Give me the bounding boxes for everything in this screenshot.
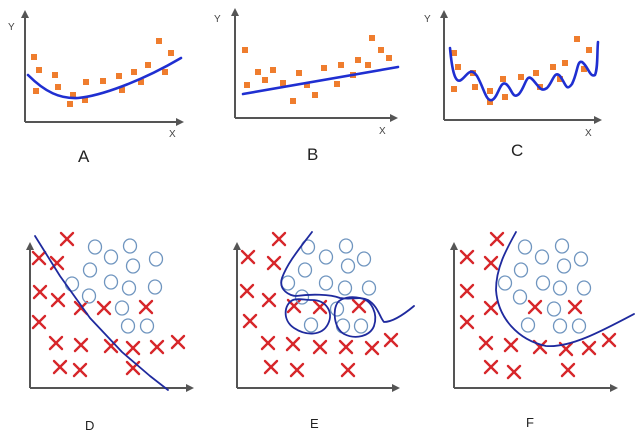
panel-c-fit-curve <box>448 40 600 102</box>
panel-c-axes <box>440 10 602 124</box>
panel-d-crosses <box>31 231 186 378</box>
panel-b-label: B <box>307 145 318 164</box>
panel-e-label: E <box>310 416 319 431</box>
panel-d-decision-boundary <box>34 235 169 391</box>
panel-e-decision-boundary <box>280 231 415 338</box>
panel-d-axes <box>26 242 194 392</box>
panel-c: Y X C <box>424 10 602 160</box>
panel-a-label: A <box>78 147 90 166</box>
panel-e-axes <box>233 242 400 392</box>
panel-f-axes <box>450 242 618 392</box>
panel-f-crosses <box>459 231 617 380</box>
panel-c-y-label: Y <box>424 14 431 25</box>
panel-b: Y X B <box>214 8 400 164</box>
panel-f-circles <box>497 238 592 334</box>
panel-c-label: C <box>511 141 523 160</box>
panel-a-x-label: X <box>169 129 176 140</box>
panel-d: D <box>26 231 194 433</box>
panel-c-x-label: X <box>585 128 592 139</box>
panel-f: F <box>450 231 635 430</box>
panel-b-axes <box>231 8 398 122</box>
panel-d-label: D <box>85 418 94 433</box>
panel-a-points <box>31 38 174 107</box>
panel-b-points <box>242 35 392 104</box>
panel-b-y-label: Y <box>214 14 221 25</box>
panel-f-label: F <box>526 415 534 430</box>
panel-b-x-label: X <box>379 126 386 137</box>
panel-a-y-label: Y <box>8 22 15 33</box>
panel-d-circles <box>64 238 164 334</box>
panel-a: Y X A <box>8 10 184 166</box>
panel-a-axes <box>21 10 184 126</box>
panel-a-fit-curve <box>26 56 183 100</box>
panel-e: E <box>233 231 415 431</box>
panel-f-decision-boundary <box>495 231 635 347</box>
panel-b-fit-line <box>241 65 400 96</box>
